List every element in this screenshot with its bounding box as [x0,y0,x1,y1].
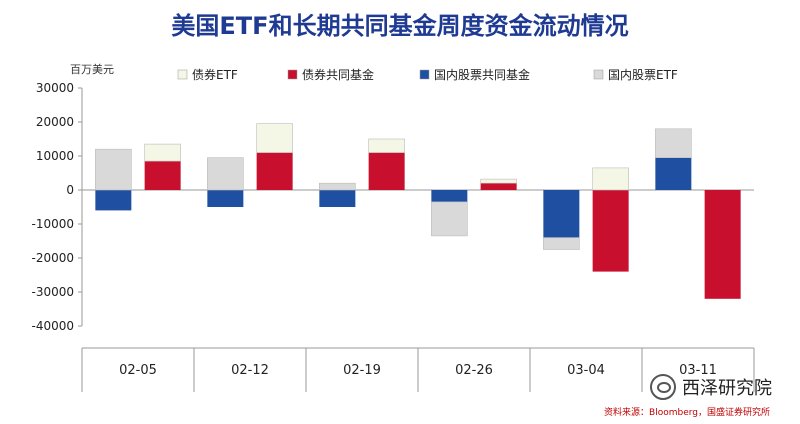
wechat-icon [650,374,676,400]
bar-1-7 [480,183,517,190]
bar-2-0 [95,190,132,211]
bar-1-11 [704,190,741,299]
bar-3-8 [543,237,580,250]
bar-0-1 [144,143,181,162]
bar-0-3 [256,123,293,153]
bar-3-4 [319,182,356,191]
y-axis-label: 百万美元 [70,63,114,76]
y-tick-label: 0 [66,183,74,197]
bar-2-4 [319,190,356,207]
bar-3-0 [95,148,132,191]
bar-2-6 [431,190,468,202]
legend-swatch [177,69,188,80]
bar-3-10 [655,128,692,159]
chart-title: 美国ETF和长期共同基金周度资金流动情况 [171,12,629,40]
legend: 债券ETF 债券共同基金 国内股票共同基金 国内股票ETF [177,67,678,82]
legend-swatch [593,69,604,80]
watermark-text: 西泽研究院 [682,378,772,399]
y-tick-label: -30000 [31,285,74,299]
x-tick-label: 02-12 [231,363,269,378]
bar-2-10 [655,157,692,190]
y-tick-label: -40000 [31,319,74,333]
x-tick-label: 02-05 [119,363,157,378]
bar-1-3 [256,152,293,190]
y-tick-label: 20000 [36,115,74,129]
bar-0-7 [480,178,517,184]
legend-label: 债券共同基金 [302,67,374,82]
bar-2-8 [543,190,580,238]
bar-0-9 [592,167,629,191]
legend-swatch [287,69,298,80]
y-tick-label: -20000 [31,251,74,265]
x-axis: 02-05 02-12 02-19 02-26 03-04 03-11 [81,347,755,392]
y-tick-label: 10000 [36,149,74,163]
bar-2-2 [207,190,244,207]
source-note: 资料来源：Bloomberg，国盛证券研究所 [604,408,770,418]
bar-1-9 [592,190,629,272]
legend-swatch [419,69,430,80]
y-tick-label: 30000 [36,81,74,95]
bar-3-6 [431,201,468,237]
bar-1-5 [368,152,405,190]
x-tick-label: 02-26 [455,363,493,378]
x-tick-label: 03-04 [567,363,605,378]
legend-label: 国内股票共同基金 [434,67,530,82]
watermark: 西泽研究院 [650,374,772,400]
bar-3-2 [207,157,244,191]
y-axis: 30000 20000 10000 0 -10000 -20000 -30000 -40000 [31,81,83,333]
legend-label: 国内股票ETF [608,68,678,82]
bars [82,123,754,299]
y-tick-label: -10000 [31,217,74,231]
x-tick-label: 02-19 [343,363,381,378]
bar-1-1 [144,161,181,190]
x-tick-label: 03-11 [679,363,717,378]
bar-0-5 [368,138,405,153]
legend-label: 债券ETF [192,67,238,82]
